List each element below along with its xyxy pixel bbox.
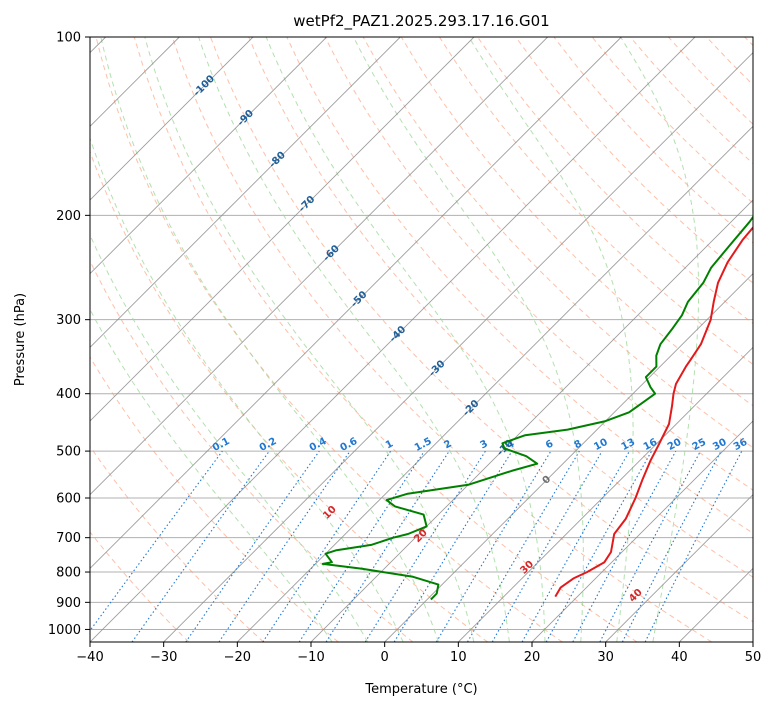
isotherm-line <box>384 273 753 642</box>
mixing-ratio-label: 2 <box>442 438 453 451</box>
x-axis-label: Temperature (°C) <box>364 682 477 697</box>
mixing-ratio-line <box>545 450 653 642</box>
moist-adiabat <box>100 37 439 642</box>
dry-adiabat <box>248 37 753 578</box>
moist-adiabat <box>144 37 475 642</box>
y-tick-label: 100 <box>56 31 81 46</box>
x-tick-label: 10 <box>450 650 467 665</box>
isotherm-line <box>90 37 401 348</box>
isotherm-line <box>90 37 696 642</box>
isotherm-line <box>163 52 753 642</box>
x-tick-label: −40 <box>76 650 103 665</box>
moist-adiabat <box>620 37 700 642</box>
dry-adiabat <box>133 37 638 642</box>
isotherm-line <box>752 641 753 642</box>
mixing-ratio-line <box>521 450 630 642</box>
x-tick-label: 50 <box>745 650 762 665</box>
mixing-ratio-line <box>572 450 677 642</box>
dry-adiabat <box>90 445 264 642</box>
temperature-profile-line <box>554 226 753 598</box>
plot-frame <box>89 36 754 643</box>
x-tick-label: −30 <box>150 650 177 665</box>
mixing-ratio-line <box>644 450 743 642</box>
mixing-ratio-label: 1 <box>384 438 395 451</box>
mixing-ratio-line <box>185 450 320 642</box>
mixing-ratio-label: 3 <box>479 438 490 451</box>
moist-adiabat <box>90 136 404 642</box>
y-tick-label: 200 <box>56 209 81 224</box>
y-tick-label: 600 <box>56 492 81 507</box>
mixing-ratio-label: 4 <box>505 438 516 451</box>
x-tick-label: −20 <box>224 650 251 665</box>
isotherm-line <box>90 37 548 496</box>
mixing-ratio-line <box>131 450 270 642</box>
mixing-ratio-line <box>325 450 450 642</box>
x-tick-label: 40 <box>671 650 688 665</box>
mixing-ratio-line <box>298 450 425 642</box>
isotherm-line <box>90 37 622 569</box>
isotherm-line <box>605 494 753 642</box>
y-tick-label: 700 <box>56 531 81 546</box>
moist-adiabat <box>353 37 584 642</box>
y-tick-label: 500 <box>56 445 81 460</box>
isotherm-line <box>458 346 753 642</box>
mixing-ratio-line <box>262 450 392 642</box>
dewpoint-profile-line <box>321 215 753 601</box>
mixing-ratio-label: 8 <box>573 438 584 451</box>
dry-adiabat <box>400 37 753 407</box>
mixing-ratio-line <box>393 450 513 642</box>
mixing-ratio-line <box>218 450 351 642</box>
isotherm-line <box>90 37 475 422</box>
dry-adiabat <box>95 37 563 642</box>
y-tick-label: 300 <box>56 313 81 328</box>
y-tick-label: 1000 <box>48 623 81 638</box>
dry-adiabat <box>438 37 753 366</box>
dry-adiabat <box>171 37 712 642</box>
dry-adiabat <box>90 356 339 642</box>
y-tick-label: 800 <box>56 566 81 581</box>
dry-adiabat <box>210 37 753 623</box>
mixing-ratio-label: 6 <box>544 438 555 451</box>
isotherm-line <box>237 125 753 642</box>
isotherm-line <box>531 420 753 642</box>
y-tick-label: 400 <box>56 387 81 402</box>
moist-adiabat <box>265 37 546 642</box>
isotherm-line <box>90 37 254 201</box>
y-axis-label: Pressure (hPa) <box>13 293 28 386</box>
moist-adiabat <box>90 233 369 642</box>
x-tick-label: −10 <box>297 650 324 665</box>
y-tick-label: 900 <box>56 596 81 611</box>
dry-adiabat <box>90 150 488 642</box>
x-tick-label: 0 <box>381 650 389 665</box>
x-tick-label: 20 <box>524 650 541 665</box>
dry-adiabat <box>515 37 753 284</box>
mixing-ratio-line <box>90 450 223 632</box>
plot-background <box>90 37 753 642</box>
dry-adiabat <box>90 531 190 642</box>
x-tick-label: 30 <box>597 650 614 665</box>
chart-title: wetPf2_PAZ1.2025.293.17.16.G01 <box>293 12 549 31</box>
isotherm-line <box>310 199 753 642</box>
isotherm-line <box>90 37 327 275</box>
